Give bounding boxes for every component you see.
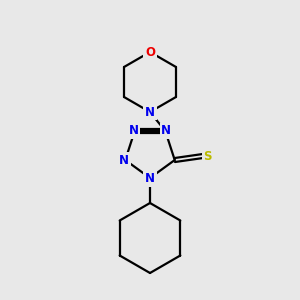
Text: N: N [119, 154, 129, 166]
Text: O: O [145, 46, 155, 59]
Text: S: S [203, 149, 212, 163]
Text: N: N [145, 172, 155, 185]
Text: N: N [145, 106, 155, 118]
Text: N: N [129, 124, 139, 137]
Text: N: N [161, 124, 171, 137]
